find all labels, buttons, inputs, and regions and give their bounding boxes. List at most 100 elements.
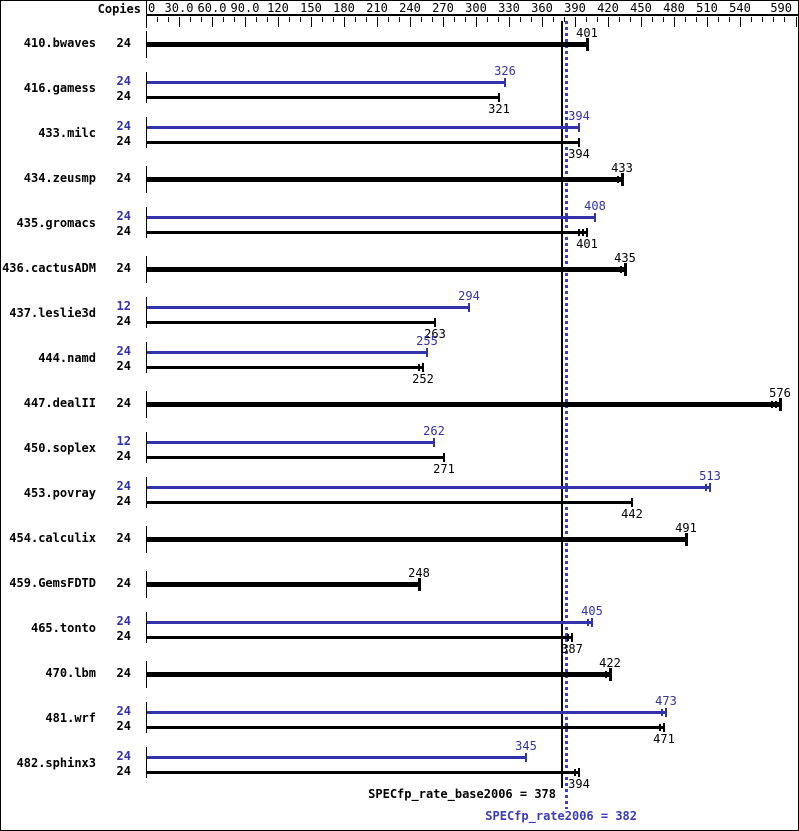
run-marker-tick [587,619,589,626]
bar-end-cap [594,213,596,222]
axis-minor-tick [498,17,499,22]
base-bar [147,321,435,324]
axis-tick-label: 180 [333,1,355,15]
axis-tick-label: 240 [399,1,421,15]
bar-end-cap [665,708,667,717]
copies-value: 24 [116,749,131,763]
axis-major-tick [674,17,675,27]
bar-end-cap [586,38,589,51]
axis-minor-tick [520,17,521,22]
axis-tick-label: 300 [465,1,487,15]
copies-column-header: Copies [97,2,141,16]
base-peak-bar [147,672,610,677]
benchmark-label: 447.dealII [23,396,96,410]
benchmark-axis-bracket [146,526,147,553]
base-peak-bar [147,42,587,47]
bar-value-label: 394 [568,109,590,123]
bar-value-label: 422 [599,656,621,670]
copies-value: 24 [116,479,131,493]
axis-minor-tick [663,17,664,22]
copies-value: 24 [116,134,131,148]
benchmark-axis-bracket [146,661,147,688]
benchmark-axis-bracket [146,342,147,373]
bar-end-cap [624,263,627,276]
axis-minor-tick [289,17,290,22]
copies-value: 24 [116,764,131,778]
axis-minor-tick [432,17,433,22]
benchmark-label: 436.cactusADM [2,261,96,275]
axis-line [146,14,798,16]
benchmark-axis-bracket [146,612,147,643]
copies-value: 24 [116,719,131,733]
axis-tick-label: 540 [729,1,751,15]
bar-value-label: 576 [769,386,791,400]
benchmark-label: 450.soplex [23,441,96,455]
axis-minor-tick [300,17,301,22]
axis-minor-tick [421,17,422,22]
run-marker-tick [578,229,580,236]
axis-major-tick [509,17,510,27]
bar-value-label: 345 [515,739,537,753]
axis-tick-label: 330 [498,1,520,15]
peak-bar [147,711,666,714]
axis-major-tick [608,17,609,27]
run-marker-tick [574,769,576,776]
copies-value: 24 [116,666,131,680]
peak-bar [147,351,427,354]
bar-end-cap [434,318,436,327]
base-peak-bar [147,267,625,272]
axis-minor-tick [696,17,697,22]
benchmark-axis-bracket [146,72,147,103]
base-peak-bar [147,537,686,542]
bar-value-label: 394 [568,777,590,791]
benchmark-axis-bracket [146,477,147,508]
copies-value: 24 [116,359,131,373]
peak-reference-line [565,21,568,809]
copies-value: 24 [116,36,131,50]
axis-minor-tick [619,17,620,22]
benchmark-label: 434.zeusmp [23,171,96,185]
bar-end-cap [709,483,711,492]
base-bar [147,636,572,639]
bar-end-cap [631,498,633,507]
benchmark-axis-bracket [146,117,147,148]
benchmark-axis-bracket [146,702,147,733]
benchmark-label: 470.lbm [45,666,96,680]
axis-minor-tick [388,17,389,22]
benchmark-axis-bracket [146,166,147,193]
run-marker-tick [775,401,777,408]
run-marker-tick [582,229,584,236]
axis-minor-tick [366,17,367,22]
benchmark-label: 482.sphinx3 [16,756,96,770]
run-marker-tick [617,176,619,183]
benchmark-axis-bracket [146,571,147,598]
axis-major-tick [179,17,180,27]
benchmark-label: 416.gamess [23,81,96,95]
copies-value: 24 [116,494,131,508]
bar-end-cap [578,138,580,147]
copies-value: 24 [116,224,131,238]
benchmark-axis-bracket [146,391,147,418]
base-result-label: SPECfp_rate_base2006 = 378 [368,787,556,801]
bar-value-label: 471 [653,732,675,746]
bar-value-label: 442 [621,507,643,521]
axis-end-tick [796,17,797,27]
copies-value: 24 [116,396,131,410]
axis-minor-tick [157,17,158,22]
axis-minor-tick [586,17,587,22]
base-bar [147,96,499,99]
axis-tick-label: 210 [366,1,388,15]
axis-minor-tick [223,17,224,22]
base-bar [147,501,632,504]
axis-tick-label: 150 [300,1,322,15]
axis-tick-label: 90.0 [230,1,260,15]
copies-value: 24 [116,629,131,643]
bar-value-label: 408 [584,199,606,213]
benchmark-label: 459.GemsFDTD [9,576,96,590]
axis-tick-label: 450 [630,1,652,15]
axis-minor-tick [465,17,466,22]
axis-major-tick [344,17,345,27]
bar-end-cap [504,78,506,87]
peak-bar [147,216,595,219]
